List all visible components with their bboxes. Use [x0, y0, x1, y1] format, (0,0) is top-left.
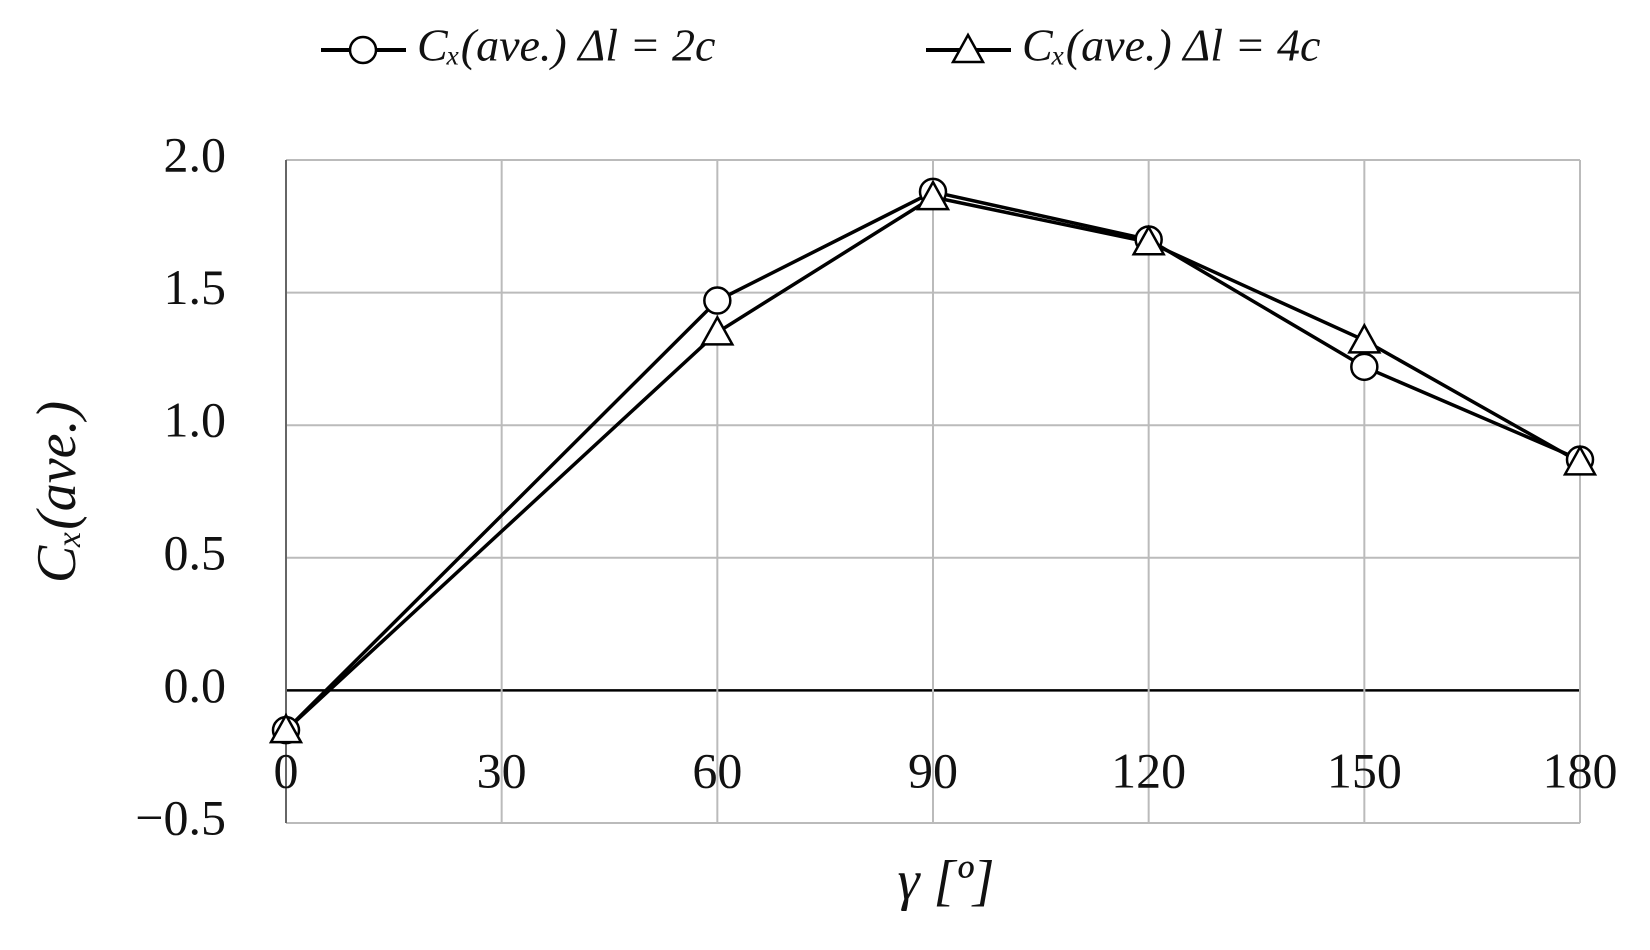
y-tick-label: 1.0 — [164, 392, 227, 448]
x-tick-label: 120 — [1111, 742, 1186, 798]
y-tick-label: 2.0 — [164, 126, 227, 182]
marker — [915, 179, 951, 211]
marker — [1347, 322, 1382, 354]
marker — [700, 314, 735, 346]
legend-marker — [348, 35, 378, 65]
y-tick-label: 0.5 — [164, 524, 227, 580]
series-line — [284, 195, 1581, 732]
marker — [703, 286, 732, 315]
x-tick-label: 180 — [1543, 742, 1618, 798]
y-tick-label: −0.5 — [135, 789, 226, 845]
legend-label: Cₓ(ave.) Δl = 2c — [417, 20, 715, 71]
y-axis-label: Cₓ(ave.) — [26, 401, 88, 583]
x-tick-label: 150 — [1327, 742, 1402, 798]
legend-label: Cₓ(ave.) Δl = 4c — [1022, 20, 1320, 71]
marker — [1131, 224, 1166, 256]
x-tick-label: 30 — [477, 742, 527, 798]
x-axis-label: γ [º] — [897, 850, 994, 912]
x-tick-label: 60 — [692, 742, 742, 798]
marker — [1562, 444, 1598, 476]
y-tick-label: 1.5 — [164, 259, 227, 315]
marker — [268, 712, 304, 744]
y-tick-label: 0.0 — [164, 657, 227, 713]
series-line — [284, 189, 1581, 732]
legend-marker — [950, 32, 986, 64]
marker — [1350, 352, 1379, 382]
x-tick-label: 0 — [274, 742, 299, 798]
x-tick-label: 90 — [908, 742, 958, 798]
